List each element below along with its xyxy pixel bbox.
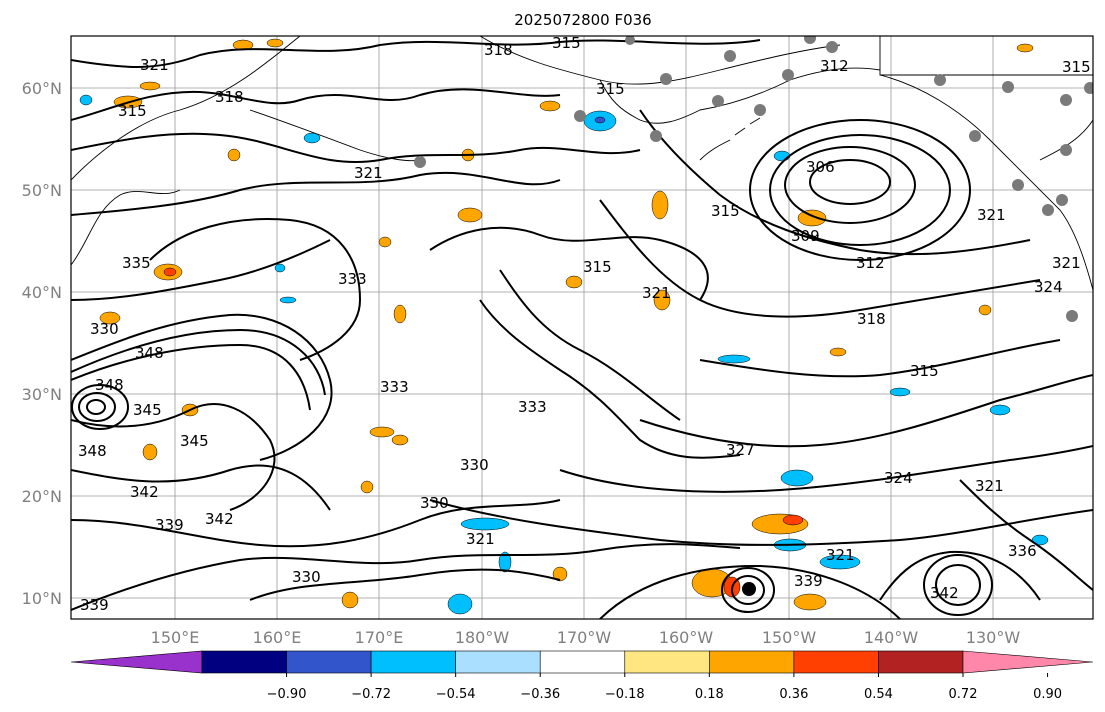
contour-label: 348 — [135, 344, 164, 362]
contour-label: 342 — [930, 584, 959, 602]
contour-label: 315 — [1062, 58, 1091, 76]
colorbar-segment — [455, 650, 541, 674]
contour-labels: 321 318 315 315 318 315 312 306 309 315 … — [78, 34, 1091, 614]
contour-label: 339 — [80, 596, 109, 614]
lat-label: 50°N — [22, 181, 62, 200]
lon-label: 170°W — [557, 628, 612, 647]
contour-label: 339 — [155, 516, 184, 534]
storm-center-marker — [742, 582, 756, 596]
contour-label: 321 — [1052, 254, 1081, 272]
contour-label: 318 — [215, 88, 244, 106]
colorbar-tick-label: −0.36 — [520, 687, 560, 702]
contour-label: 315 — [596, 80, 625, 98]
contour-label: 342 — [130, 483, 159, 501]
contour-label: 324 — [884, 469, 913, 487]
contour-label: 321 — [466, 530, 495, 548]
contour-label: 315 — [118, 102, 147, 120]
contour-label: 309 — [791, 227, 820, 245]
colorbar-tick-label: 0.36 — [779, 687, 808, 702]
contour-label: 330 — [292, 568, 321, 586]
colorbar-tick-label: −0.72 — [351, 687, 391, 702]
contour-label: 330 — [420, 494, 449, 512]
contour-label: 330 — [460, 456, 489, 474]
lon-label: 150°W — [762, 628, 817, 647]
contour-label: 318 — [484, 41, 513, 59]
contour-label: 327 — [726, 441, 755, 459]
colorbar-segment — [201, 650, 287, 674]
contour-label: 321 — [140, 56, 169, 74]
lat-label: 40°N — [22, 283, 62, 302]
contour-label: 321 — [975, 477, 1004, 495]
contour-label: 333 — [338, 270, 367, 288]
contour-label: 330 — [90, 320, 119, 338]
colorbar-segment — [286, 650, 372, 674]
map-title: 2025072800 F036 — [514, 11, 651, 29]
contour-label: 345 — [133, 401, 162, 419]
colorbar-tick-label: −0.18 — [605, 687, 645, 702]
contour-label: 315 — [552, 34, 581, 52]
lon-label: 150°E — [151, 628, 200, 647]
colorbar-tick-label: 0.54 — [864, 687, 893, 702]
colorbar: −0.90 −0.72 −0.54 −0.36 −0.18 0.18 0.36 0.54 0.7… — [70, 650, 1094, 702]
colorbar-extend-max — [962, 650, 1094, 674]
contour-label: 315 — [711, 202, 740, 220]
contour-label: 336 — [1008, 542, 1037, 560]
colorbar-segment — [624, 650, 710, 674]
contour-lines — [71, 39, 1093, 619]
coastlines — [71, 36, 1093, 291]
shaded-anomalies — [79, 38, 1049, 615]
colorbar-segment — [709, 650, 795, 674]
contour-label: 345 — [180, 432, 209, 450]
colorbar-tick-label: −0.54 — [436, 687, 476, 702]
colorbar-segment — [370, 650, 456, 674]
contour-label: 321 — [354, 164, 383, 182]
lat-label: 60°N — [22, 79, 62, 98]
contour-label: 312 — [856, 254, 885, 272]
contour-label: 333 — [380, 378, 409, 396]
lat-label: 30°N — [22, 385, 62, 404]
lat-label: 20°N — [22, 487, 62, 506]
contour-label: 312 — [820, 57, 849, 75]
colorbar-segment — [793, 650, 879, 674]
longitude-labels: 150°E 160°E 170°E 180°W 170°W 160°W 150°… — [151, 628, 1021, 647]
colorbar-segment — [539, 650, 626, 674]
colorbar-extend-min — [70, 650, 203, 674]
contour-label: 335 — [122, 254, 151, 272]
contour-label: 348 — [95, 376, 124, 394]
contour-label: 306 — [806, 158, 835, 176]
contour-label: 333 — [518, 398, 547, 416]
lon-label: 160°E — [253, 628, 302, 647]
contour-label: 348 — [78, 442, 107, 460]
lon-label: 130°W — [966, 628, 1021, 647]
contour-label: 318 — [857, 310, 886, 328]
lon-label: 140°W — [864, 628, 919, 647]
lon-label: 180°W — [455, 628, 510, 647]
lon-label: 160°W — [659, 628, 714, 647]
latitude-labels: 60°N 50°N 40°N 30°N 20°N 10°N — [22, 79, 62, 608]
colorbar-tick-label: 0.72 — [949, 687, 978, 702]
colorbar-tick-label: −0.90 — [267, 687, 307, 702]
station-markers — [414, 36, 1093, 322]
contour-label: 339 — [794, 572, 823, 590]
contour-label: 315 — [583, 258, 612, 276]
map-panel: 321 318 315 315 318 315 312 306 309 315 … — [70, 34, 1094, 620]
lat-label: 10°N — [22, 589, 62, 608]
colorbar-tick-label: 0.90 — [1033, 687, 1062, 702]
map-background — [71, 36, 1093, 619]
contour-label: 321 — [826, 546, 855, 564]
map-frame — [70, 35, 1094, 620]
contour-label: 315 — [910, 362, 939, 380]
contour-label: 321 — [642, 284, 671, 302]
contour-label: 342 — [205, 510, 234, 528]
contour-label: 321 — [977, 206, 1006, 224]
colorbar-segment — [878, 650, 964, 674]
colorbar-tick-label: 0.18 — [695, 687, 724, 702]
contour-label: 324 — [1034, 278, 1063, 296]
lon-label: 170°E — [355, 628, 404, 647]
